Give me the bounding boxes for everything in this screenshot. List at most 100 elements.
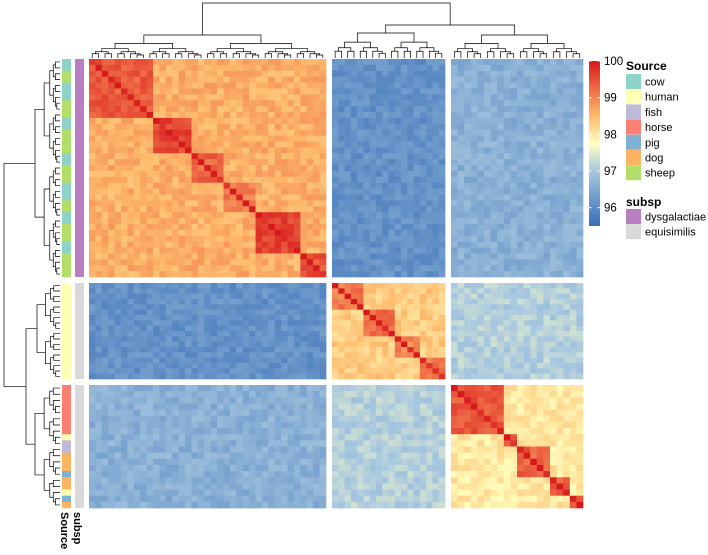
- heatmap-cell: [210, 206, 218, 213]
- heatmap-cell: [268, 315, 276, 321]
- heatmap-cell: [217, 397, 224, 404]
- heatmap-cell: [274, 452, 282, 460]
- heatmap-cell: [350, 123, 358, 131]
- heatmap-cell: [457, 347, 465, 353]
- heatmap-cell: [497, 357, 505, 364]
- heatmap-cell: [382, 347, 389, 353]
- heatmap-cell: [332, 352, 339, 359]
- heatmap-cell: [172, 288, 180, 295]
- heatmap-cell: [550, 112, 557, 119]
- heatmap-cell: [127, 331, 135, 337]
- heatmap-cell: [242, 247, 250, 254]
- heatmap-cell: [536, 129, 544, 136]
- heatmap-cell: [236, 206, 244, 213]
- heatmap-cell: [133, 253, 141, 260]
- heatmap-cell: [510, 320, 518, 327]
- heatmap-cell: [178, 309, 186, 316]
- heatmap-cell: [363, 94, 371, 101]
- heatmap-cell: [550, 357, 557, 364]
- heatmap-cell: [95, 218, 103, 225]
- heatmap-cell: [319, 325, 327, 332]
- heatmap-cell: [146, 288, 154, 295]
- heatmap-cell: [95, 253, 103, 260]
- heatmap-cell: [178, 223, 186, 231]
- heatmap-cell: [484, 283, 491, 289]
- heatmap-cell: [401, 341, 408, 348]
- heatmap-cell: [357, 141, 364, 148]
- heatmap-cell: [255, 159, 263, 166]
- heatmap-cell: [178, 212, 186, 219]
- heatmap-cell: [261, 82, 269, 89]
- heatmap-cell: [357, 247, 364, 254]
- heatmap-cell: [484, 141, 491, 148]
- heatmap-cell: [242, 320, 250, 327]
- heatmap-cell: [517, 325, 524, 332]
- heatmap-cell: [217, 141, 224, 148]
- heatmap-cell: [114, 194, 122, 201]
- heatmap-cell: [178, 241, 186, 248]
- heatmap-cell: [185, 247, 192, 254]
- heatmap-cell: [464, 182, 472, 189]
- heatmap-cell: [523, 315, 531, 321]
- heatmap-cell: [197, 495, 205, 503]
- heatmap-cell: [451, 117, 458, 125]
- heatmap-cell: [388, 331, 396, 337]
- heatmap-cell: [268, 100, 276, 107]
- heatmap-cell: [185, 106, 192, 113]
- heatmap-cell: [217, 188, 224, 195]
- heatmap-cell: [306, 483, 314, 490]
- heatmap-cell: [401, 331, 408, 337]
- heatmap-cell: [140, 259, 147, 266]
- heatmap-cell: [95, 336, 103, 343]
- heatmap-cell: [477, 141, 485, 148]
- heatmap-cell: [178, 64, 186, 72]
- heatmap-cell: [543, 64, 551, 72]
- heatmap-cell: [101, 325, 109, 332]
- heatmap-cell: [503, 141, 511, 148]
- heatmap-cell: [497, 320, 505, 327]
- heatmap-cell: [255, 88, 263, 95]
- heatmap-cell: [550, 223, 557, 231]
- heatmap-cell: [236, 347, 244, 353]
- heatmap-cell: [477, 70, 485, 78]
- heatmap-cell: [523, 82, 531, 89]
- heatmap-cell: [204, 218, 212, 225]
- heatmap-cell: [517, 106, 524, 113]
- heatmap-cell: [306, 229, 314, 237]
- heatmap-cell: [121, 304, 128, 311]
- heatmap-cell: [127, 194, 135, 201]
- heatmap-cell: [344, 123, 352, 131]
- heatmap-cell: [89, 176, 96, 184]
- heatmap-cell: [255, 352, 263, 359]
- heatmap-cell: [185, 434, 192, 441]
- heatmap-cell: [319, 304, 327, 311]
- heatmap-cell: [204, 106, 212, 113]
- heatmap-cell: [178, 357, 186, 364]
- heatmap-cell: [178, 293, 186, 300]
- heatmap-cell: [204, 265, 212, 272]
- heatmap-cell: [101, 170, 109, 178]
- heatmap-cell: [191, 147, 199, 154]
- heatmap-cell: [287, 188, 295, 195]
- heatmap-cell: [210, 59, 218, 66]
- heatmap-cell: [236, 331, 244, 337]
- heatmap-cell: [363, 336, 371, 343]
- heatmap-cell: [394, 288, 402, 295]
- heatmap-cell: [517, 117, 524, 125]
- heatmap-cell: [300, 315, 308, 321]
- heatmap-cell: [357, 182, 364, 189]
- heatmap-cell: [490, 271, 498, 278]
- heatmap-cell: [191, 94, 199, 101]
- heatmap-cell: [523, 70, 531, 78]
- heatmap-cell: [236, 82, 244, 89]
- heatmap-cell: [569, 182, 577, 189]
- heatmap-cell: [344, 283, 352, 289]
- heatmap-cell: [210, 341, 218, 348]
- heatmap-cell: [484, 135, 491, 142]
- heatmap-cell: [470, 331, 478, 337]
- heatmap-cell: [350, 331, 358, 337]
- heatmap-cell: [249, 403, 256, 410]
- heatmap-cell: [543, 76, 551, 83]
- heatmap-cell: [165, 415, 173, 423]
- heatmap-cell: [293, 200, 301, 207]
